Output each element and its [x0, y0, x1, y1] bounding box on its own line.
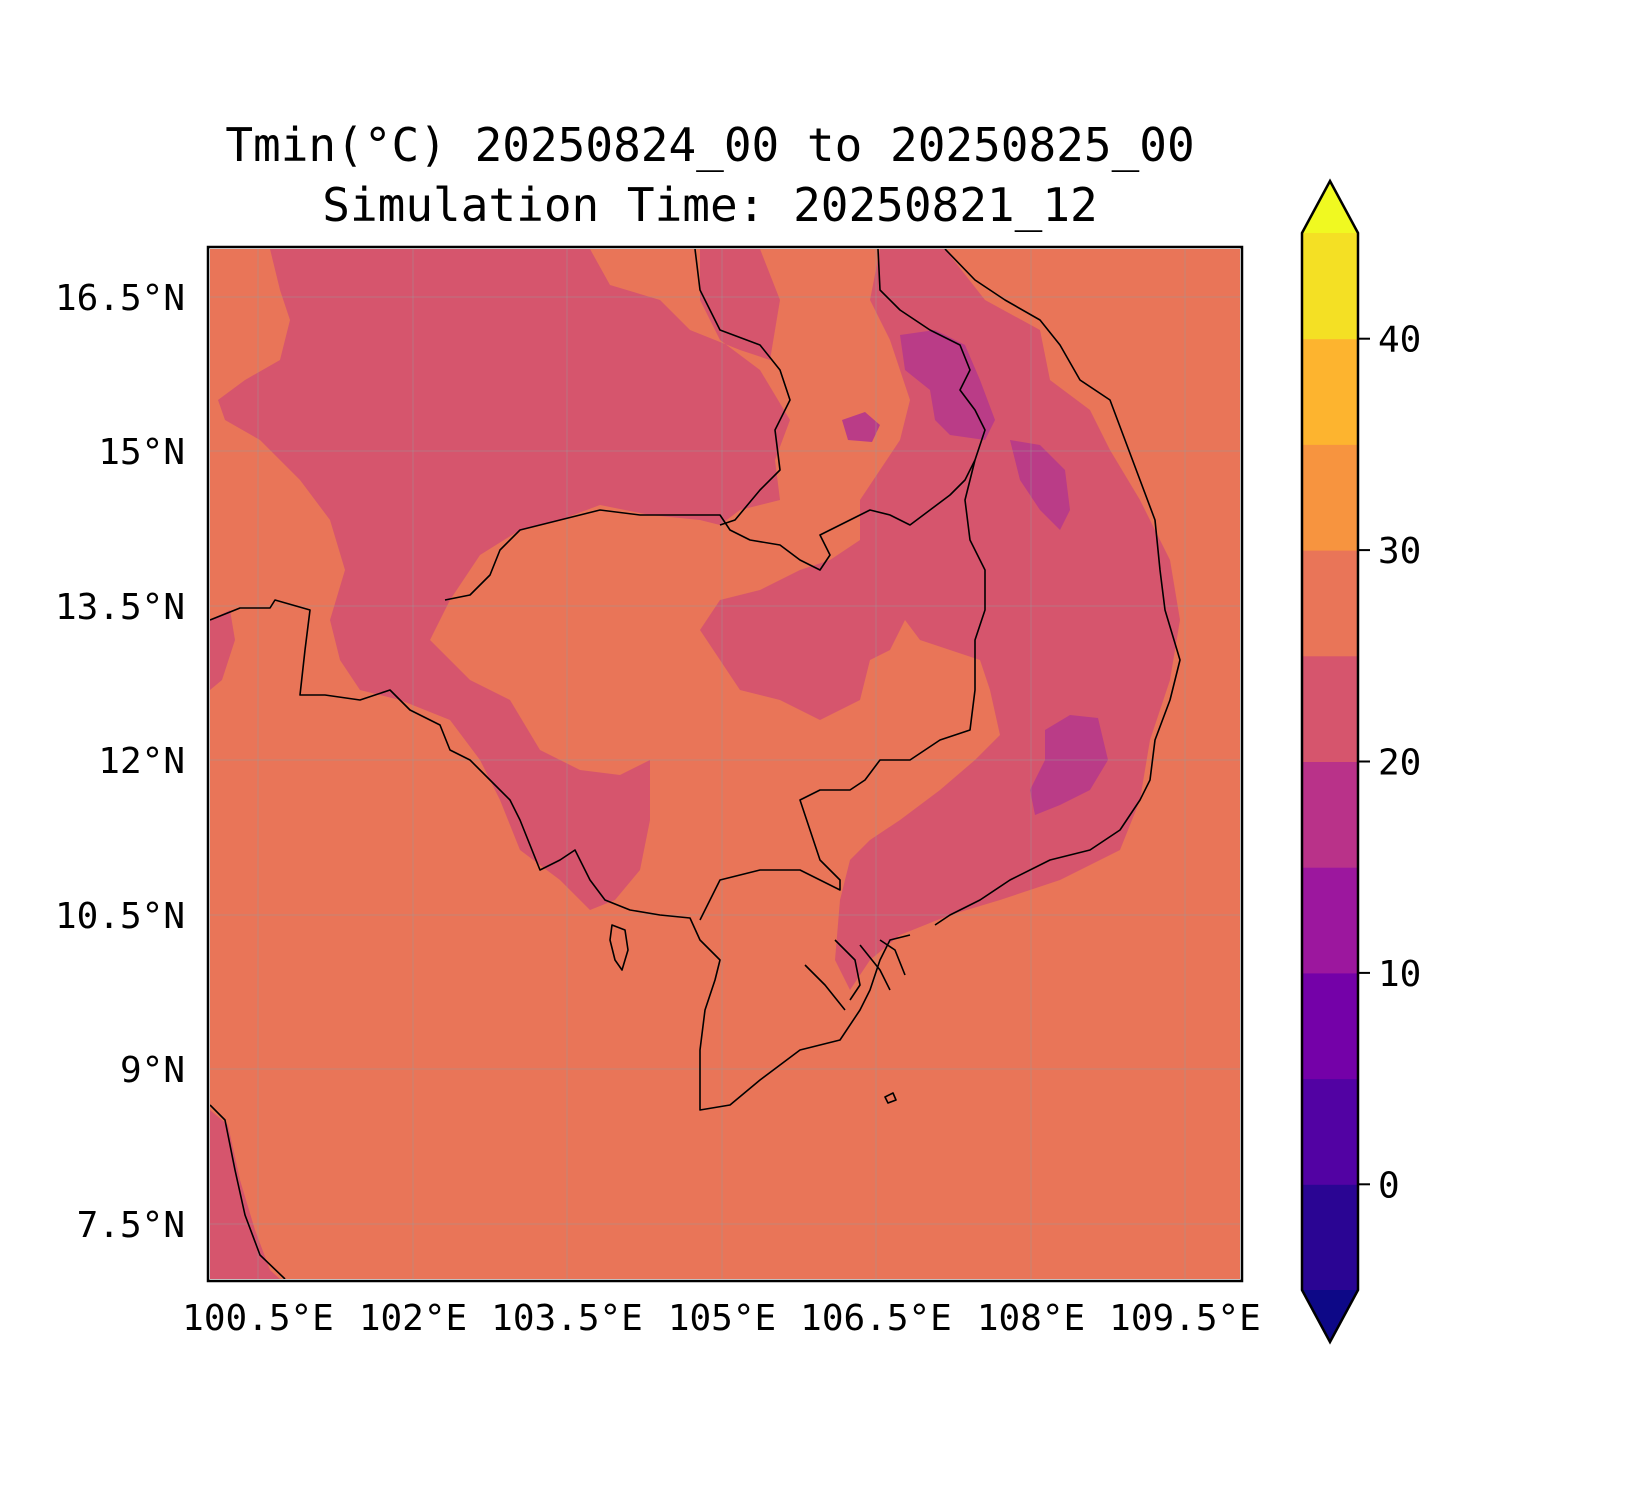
coast-gulf-thailand: [210, 599, 911, 1111]
colorbar-bin: [1302, 1078, 1358, 1185]
field-patch-small: [842, 412, 880, 442]
coast-vietnam-east: [934, 249, 1181, 926]
field-patch-north-highlands: [900, 330, 995, 440]
colorbar-bin: [1302, 550, 1358, 657]
colorbar-bin: [1302, 1184, 1358, 1291]
colorbar-bin: [1302, 444, 1358, 551]
lon-tick-label: 103.5°E: [491, 1298, 643, 1339]
coastlines: [210, 249, 1181, 1279]
colorbar-tick-label: 40: [1378, 320, 1421, 361]
border-thailand-cambodia: [444, 459, 976, 601]
colorbar-tick-label: 20: [1378, 743, 1421, 784]
colorbar-extend-max: [1302, 181, 1358, 233]
colorbar-bin: [1302, 338, 1358, 445]
lat-axis: 16.5°N 15°N 13.5°N 12°N 10.5°N 9°N 7.5°N: [55, 278, 185, 1246]
field-region-southwest: [210, 1110, 280, 1279]
border-laos: [694, 249, 986, 526]
lat-tick-label: 9°N: [120, 1050, 185, 1091]
coast-phu-quoc: [609, 924, 629, 971]
lon-tick-label: 106.5°E: [800, 1298, 952, 1339]
lat-tick-label: 13.5°N: [55, 587, 185, 628]
colorbar-bin: [1302, 972, 1358, 1080]
colorbar-bin: [1302, 867, 1358, 974]
map-field: [210, 249, 1240, 1279]
coast-small-island: [884, 1092, 897, 1104]
lat-tick-label: 12°N: [98, 741, 185, 782]
colorbar-tick-label: 30: [1378, 531, 1421, 572]
colorbar-outline: [1300, 178, 1360, 1345]
colorbar-bin: [1302, 655, 1358, 762]
lon-axis: 100.5°E 102°E 103.5°E 105°E 106.5°E 108°…: [182, 1298, 1261, 1339]
lat-tick-label: 15°N: [98, 432, 185, 473]
figure-subtitle: Simulation Time: 20250821_12: [322, 178, 1098, 232]
field-patch-central-highlands: [1010, 440, 1070, 530]
colorbar-extend-min: [1302, 1290, 1358, 1342]
lon-tick-label: 102°E: [359, 1298, 467, 1339]
lat-tick-label: 10.5°N: [55, 896, 185, 937]
field-region-west-coast: [210, 610, 235, 690]
colorbar-bin: [1302, 761, 1358, 868]
coast-malay-peninsula: [210, 1104, 286, 1279]
coast-mekong-delta-islands: [804, 939, 906, 1011]
lat-tick-label: 16.5°N: [55, 278, 185, 319]
map-frame: [206, 245, 1244, 1283]
lon-tick-label: 108°E: [977, 1298, 1085, 1339]
lon-tick-label: 109.5°E: [1109, 1298, 1261, 1339]
lat-tick-label: 7.5°N: [77, 1205, 185, 1246]
field-region-north-band: [218, 249, 790, 910]
lon-tick-label: 100.5°E: [182, 1298, 334, 1339]
figure-title: Tmin(°C) 20250824_00 to 20250825_00: [225, 118, 1195, 172]
map-gridlines: [210, 249, 1240, 1279]
field-patch-south-highlands: [1030, 715, 1108, 815]
colorbar-tick-label: 10: [1378, 954, 1421, 995]
lon-tick-label: 105°E: [668, 1298, 776, 1339]
colorbar-tick-label: 0: [1378, 1165, 1400, 1206]
border-cambodia-vietnam: [699, 459, 986, 921]
colorbar: 0 10 20 30 40: [1300, 178, 1421, 1345]
colorbar-bin: [1302, 233, 1358, 340]
